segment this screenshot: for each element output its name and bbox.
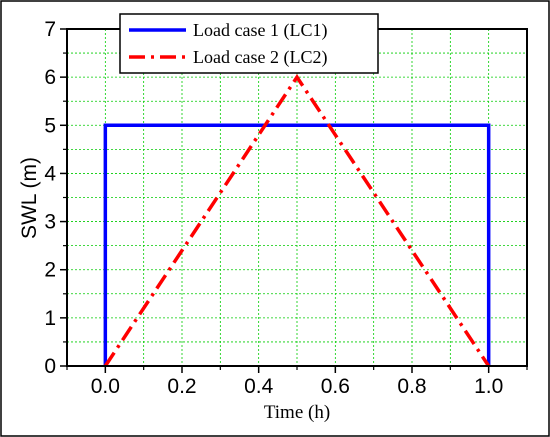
legend: Load case 1 (LC1) Load case 2 (LC2): [119, 13, 379, 74]
y-tick-label: 1: [44, 307, 56, 330]
y-axis-title: SWL (m): [18, 157, 41, 239]
x-tick-label: 0.8: [397, 375, 426, 398]
y-tick-label: 2: [44, 259, 56, 282]
legend-label-1: Load case 1 (LC1): [193, 20, 327, 41]
legend-label-2: Load case 2 (LC2): [193, 47, 327, 68]
y-tick-label: 5: [44, 114, 56, 137]
x-tick-label: 1.0: [474, 375, 503, 398]
x-tick-label: 0.4: [244, 375, 274, 398]
series-layer: [103, 73, 491, 367]
y-tick-label: 3: [44, 211, 56, 234]
x-tick-label: 0.0: [91, 375, 120, 398]
ticks-layer: [60, 28, 528, 373]
y-tick-label: 7: [44, 18, 56, 41]
y-tick-label: 4: [44, 162, 56, 185]
tick-labels-layer: 0.0 0.2 0.4 0.6 0.8 1.0 0 1 2 3 4 5 6 7: [44, 18, 503, 398]
legend-box: [119, 13, 379, 74]
y-tick-label: 0: [44, 355, 56, 378]
x-tick-label: 0.2: [167, 375, 196, 398]
x-tick-label: 0.6: [321, 375, 350, 398]
series-line-1: [103, 123, 491, 366]
y-tick-label: 6: [44, 66, 56, 89]
series-line-2: [103, 73, 491, 367]
x-axis-title: Time (h): [264, 402, 330, 423]
